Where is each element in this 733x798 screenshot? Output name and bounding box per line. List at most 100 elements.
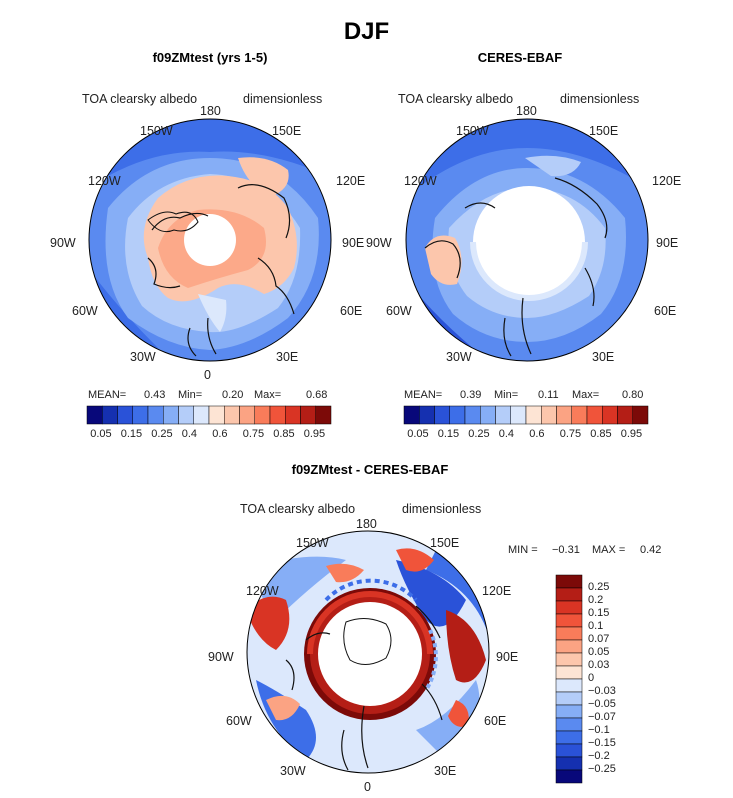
lon-label-ul2-model: 120W	[88, 174, 121, 188]
colorbar-swatch	[419, 405, 435, 425]
colorbar-tick-label: 0.2	[588, 594, 604, 606]
lon-label-right-model: 90E	[342, 236, 365, 250]
lon-label-ul1-model: 150W	[140, 124, 173, 138]
colorbar-obs	[403, 405, 649, 425]
colorbar-swatch	[208, 405, 225, 425]
stat-min-label-model: Min=	[178, 389, 203, 401]
lon-label-left-diff: 90W	[208, 650, 234, 664]
colorbar-tick-label: 0.03	[588, 659, 610, 671]
colorbar-tick-label: 0.85	[590, 428, 612, 440]
colorbar-model	[86, 405, 332, 425]
colorbar-swatch	[254, 405, 271, 425]
stat-max-label-model: Max=	[254, 389, 282, 401]
colorbar-tick-label: 0.95	[620, 428, 643, 440]
colorbar-swatch	[556, 405, 572, 425]
colorbar-swatch	[602, 405, 618, 425]
colorbar-tick-label: 0.25	[588, 581, 610, 593]
colorbar-swatch	[117, 405, 133, 425]
stat-max-label-diff: MAX =	[592, 544, 626, 556]
colorbar-swatch	[555, 743, 583, 758]
lon-label-ur2-obs: 120E	[652, 174, 682, 188]
lon-label-bottom-diff: 0	[364, 780, 371, 794]
stat-mean-label-obs: MEAN=	[404, 389, 443, 401]
colorbar-tick-label: 0.1	[588, 620, 604, 632]
colorbar-tick-label: −0.05	[588, 698, 616, 710]
colorbar-swatch	[632, 405, 649, 425]
colorbar-swatch	[132, 405, 149, 425]
panel-title-model: f09ZMtest (yrs 1-5)	[152, 50, 268, 65]
colorbar-tick-label: −0.25	[588, 763, 616, 775]
colorbar-tick-label: 0.75	[242, 428, 265, 440]
lon-label-lr2-model: 30E	[276, 350, 299, 364]
stat-max-value-obs: 0.80	[622, 389, 644, 401]
units-label-diff: dimensionless	[402, 502, 482, 516]
colorbar-swatch	[495, 405, 511, 425]
stat-mean-label-model: MEAN=	[88, 389, 127, 401]
colorbar-tick-label: 0.25	[468, 428, 490, 440]
stat-min-value-model: 0.20	[222, 389, 244, 401]
lon-label-bottom-model: 0	[204, 368, 211, 382]
colorbar-swatch	[464, 405, 481, 425]
colorbar-swatch	[86, 405, 103, 425]
polar-map-obs	[405, 118, 649, 362]
colorbar-swatch	[617, 405, 633, 425]
main-title: DJF	[343, 18, 390, 45]
stat-min-value-obs: 0.11	[538, 389, 559, 401]
colorbar-swatch	[285, 405, 301, 425]
colorbar-swatch	[480, 405, 496, 425]
colorbar-tick-label: 0.25	[151, 428, 173, 440]
colorbar-labels-diff: 0.25 0.2 0.15 0.1 0.07 0.05 0.03 0 −0.03 −0.05 −0.…	[588, 575, 668, 783]
colorbar-swatch	[571, 405, 588, 425]
lon-label-ur1-model: 150E	[272, 124, 302, 138]
colorbar-tick-label: −0.03	[588, 685, 616, 697]
colorbar-swatch	[102, 405, 118, 425]
colorbar-swatch	[403, 405, 420, 425]
colorbar-swatch	[555, 600, 583, 615]
variable-label-model: TOA clearsky albedo	[82, 92, 198, 106]
lon-label-ll1-model: 60W	[72, 304, 98, 318]
lon-label-ur1-obs: 150E	[589, 124, 619, 138]
colorbar-swatch	[555, 626, 583, 641]
units-label-model: dimensionless	[243, 92, 323, 106]
colorbar-swatch	[269, 405, 286, 425]
colorbar-swatch	[555, 639, 583, 654]
colorbar-diff	[555, 574, 583, 784]
polar-map-diff	[246, 530, 490, 774]
variable-label-obs: TOA clearsky albedo	[398, 92, 514, 106]
colorbar-swatch	[178, 405, 194, 425]
colorbar-labels-model: 0.05 0.15 0.25 0.4 0.6 0.75 0.85 0.95	[87, 428, 331, 442]
lon-label-lr1-model: 60E	[340, 304, 363, 318]
colorbar-tick-label: −0.2	[588, 750, 610, 762]
colorbar-swatch	[555, 678, 583, 693]
lon-label-ll1-obs: 60W	[386, 304, 412, 318]
lon-label-ur2-diff: 120E	[482, 584, 512, 598]
colorbar-swatch	[239, 405, 255, 425]
colorbar-tick-label: 0.07	[588, 633, 610, 645]
stat-mean-value-model: 0.43	[144, 389, 166, 401]
lon-label-right-obs: 90E	[656, 236, 679, 250]
colorbar-tick-label: −0.1	[588, 724, 610, 736]
lon-label-ul2-diff: 120W	[246, 584, 279, 598]
colorbar-swatch	[555, 691, 583, 706]
colorbar-swatch	[555, 613, 583, 628]
colorbar-swatch	[510, 405, 527, 425]
colorbar-tick-label: 0.85	[273, 428, 295, 440]
colorbar-swatch	[541, 405, 557, 425]
lon-label-top-model: 180	[200, 104, 221, 118]
variable-label-diff: TOA clearsky albedo	[240, 502, 356, 516]
colorbar-swatch	[555, 587, 583, 602]
colorbar-tick-label: 0.75	[559, 428, 582, 440]
colorbar-tick-label: −0.15	[588, 737, 616, 749]
lon-label-lr2-diff: 30E	[434, 764, 457, 778]
colorbar-swatch	[224, 405, 240, 425]
colorbar-tick-label: 0.95	[303, 428, 326, 440]
colorbar-swatch	[555, 652, 583, 667]
lon-label-ul2-obs: 120W	[404, 174, 437, 188]
colorbar-tick-label: 0.6	[212, 428, 228, 440]
colorbar-swatch	[449, 405, 466, 425]
colorbar-swatch	[525, 405, 542, 425]
lon-label-lr1-obs: 60E	[654, 304, 677, 318]
panel-title-diff: f09ZMtest - CERES-EBAF	[291, 462, 449, 477]
lon-label-ll2-obs: 30W	[446, 350, 472, 364]
lon-label-ll1-diff: 60W	[226, 714, 252, 728]
